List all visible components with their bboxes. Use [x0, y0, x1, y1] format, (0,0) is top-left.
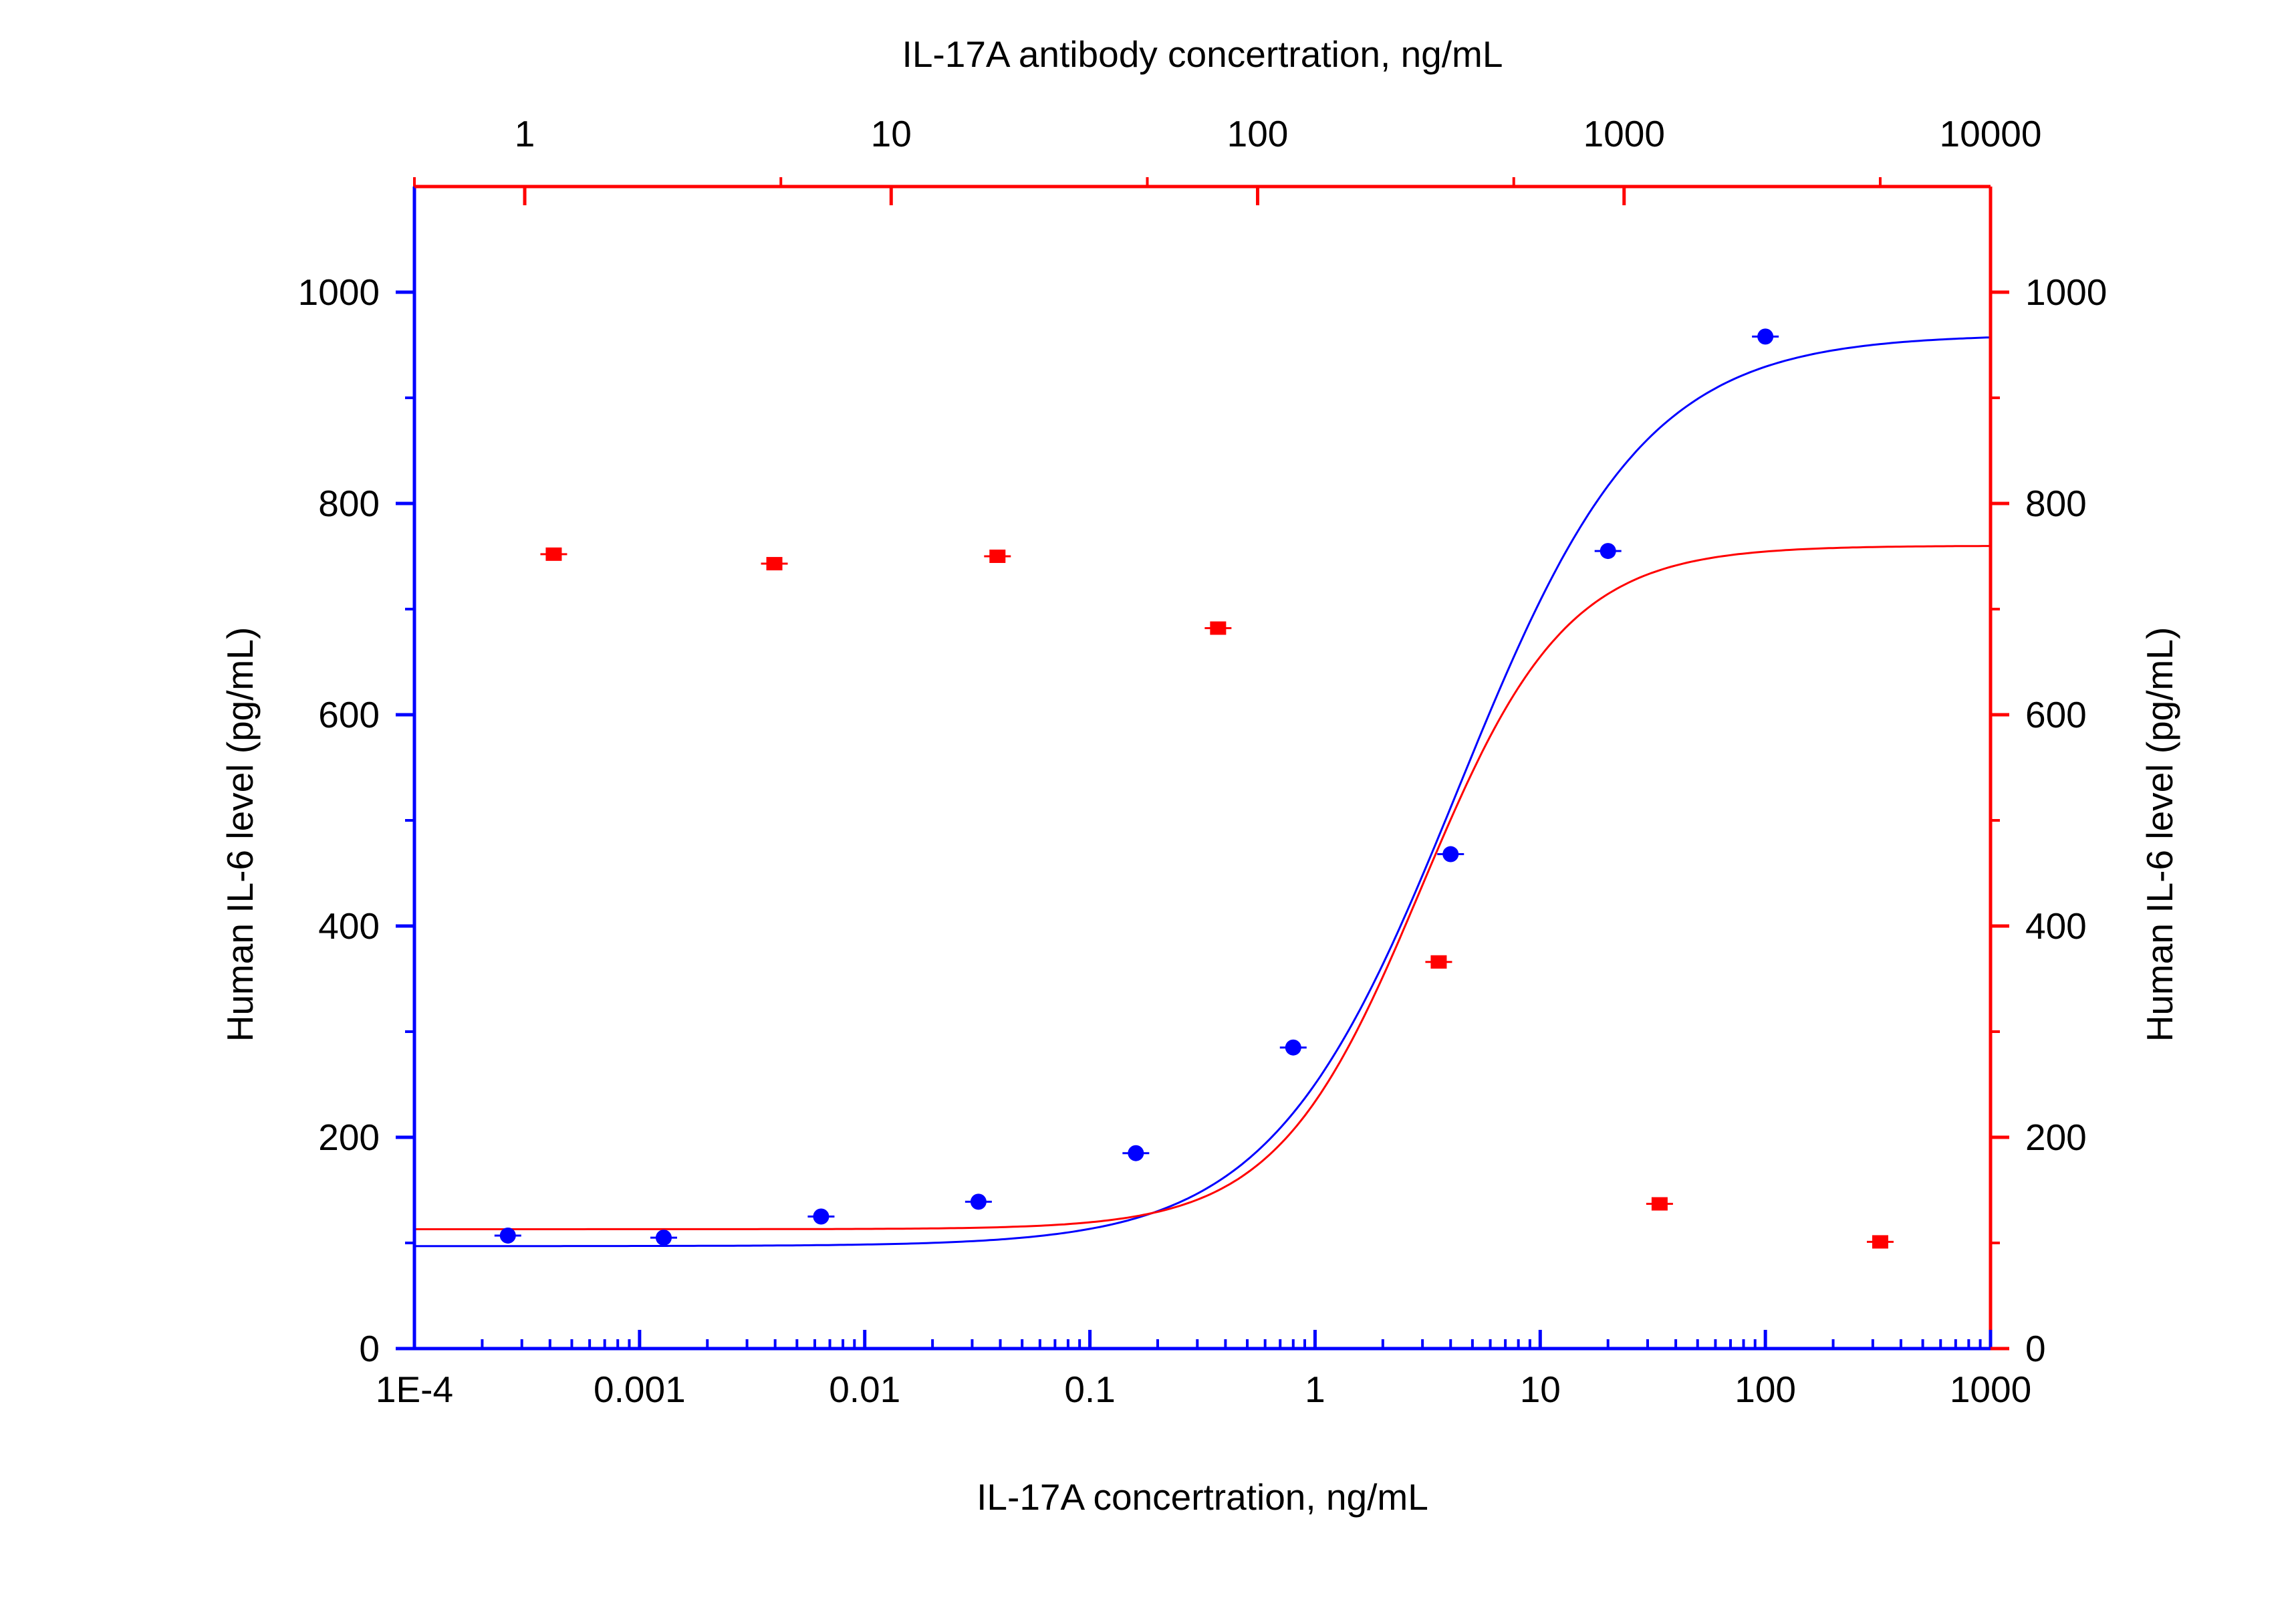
right-tick-label: 800	[2025, 483, 2087, 524]
top-tick-label: 100	[1227, 113, 1289, 154]
bottom-tick-label: 0.1	[1064, 1369, 1115, 1410]
right-tick-label: 0	[2025, 1328, 2046, 1369]
data-point-square	[989, 550, 1006, 563]
right-tick-label: 600	[2025, 694, 2087, 735]
top-tick-label: 10000	[1940, 113, 2042, 154]
data-point-circle	[499, 1227, 516, 1244]
right-axis-title: Human IL-6 level (pg/mL)	[2139, 627, 2180, 1042]
data-point-square	[1430, 955, 1447, 969]
bottom-tick-label: 0.01	[829, 1369, 900, 1410]
bottom-tick-label: 100	[1735, 1369, 1796, 1410]
data-point-square	[1210, 621, 1227, 635]
left-tick-label: 800	[318, 483, 380, 524]
data-point-square	[1651, 1197, 1668, 1211]
bottom-tick-label: 1E-4	[376, 1369, 453, 1410]
data-point-circle	[1600, 543, 1616, 560]
fit-curve-series-2	[414, 545, 1991, 1230]
data-points	[494, 328, 1894, 1249]
left-tick-label: 200	[318, 1117, 380, 1158]
top-tick-label: 1000	[1583, 113, 1665, 154]
data-point-circle	[655, 1230, 672, 1246]
right-tick-label: 200	[2025, 1117, 2087, 1158]
bottom-tick-label: 1	[1305, 1369, 1325, 1410]
top-tick-label: 1	[515, 113, 535, 154]
axes: 1E-4 0.001 0.01 0.1 1 10 100 1000 1 10 100 1000 1000…	[298, 113, 2108, 1410]
left-tick-label: 600	[318, 694, 380, 735]
bottom-tick-label: 10	[1520, 1369, 1561, 1410]
left-tick-label: 400	[318, 905, 380, 947]
fit-curves	[414, 336, 1991, 1248]
data-point-circle	[970, 1193, 987, 1210]
top-tick-label: 10	[871, 113, 912, 154]
data-point-circle	[813, 1208, 830, 1225]
top-axis-title: IL-17A antibody concertration, ng/mL	[902, 33, 1503, 75]
left-axis-title: Human IL-6 level (pg/mL)	[219, 627, 261, 1042]
bottom-tick-label: 0.001	[594, 1369, 686, 1410]
data-point-circle	[1128, 1145, 1144, 1161]
data-point-circle	[1757, 328, 1774, 345]
fit-curve-series-1	[414, 336, 1991, 1248]
data-point-circle	[1442, 846, 1459, 862]
data-point-circle	[1285, 1039, 1301, 1056]
bottom-axis-title: IL-17A concertration, ng/mL	[977, 1476, 1428, 1518]
left-tick-label: 1000	[298, 271, 380, 313]
data-point-square	[545, 547, 562, 561]
bottom-tick-label: 1000	[1950, 1369, 2031, 1410]
data-point-square	[1872, 1235, 1888, 1249]
right-tick-label: 400	[2025, 905, 2087, 947]
data-point-square	[766, 557, 783, 571]
right-tick-label: 1000	[2025, 271, 2107, 313]
left-tick-label: 0	[359, 1328, 380, 1369]
